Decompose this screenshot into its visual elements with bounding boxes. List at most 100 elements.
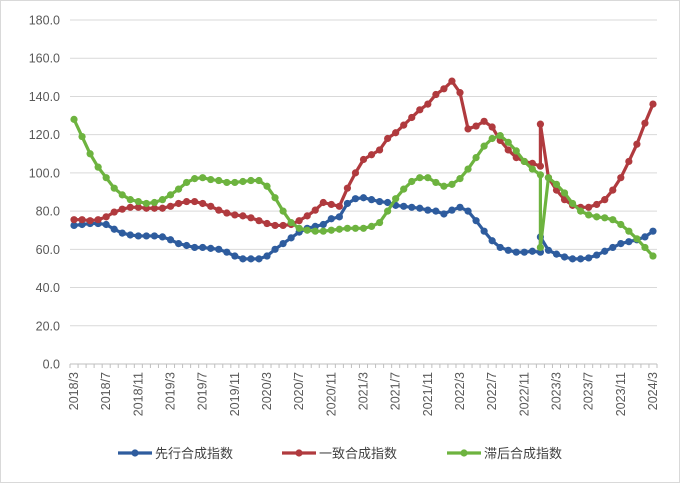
series-1 [70,194,657,263]
data-point [134,232,142,240]
data-point [174,199,183,208]
data-point [78,216,86,224]
y-tick-label: 180.0 [29,14,60,28]
data-point [617,174,625,182]
data-point [512,147,520,155]
data-point [182,178,191,187]
data-point [625,157,633,166]
data-point [488,134,496,143]
data-point [223,178,231,187]
data-point [633,140,641,148]
data-point [215,176,223,185]
x-tick-label: 2019/3 [164,372,178,410]
data-point [110,225,118,233]
legend-swatch-marker [460,449,468,457]
data-point [174,185,183,193]
data-point [295,217,303,225]
data-point [182,241,191,250]
series-line [72,79,655,228]
x-tick-label: 2019/7 [196,372,210,410]
data-point [488,123,496,131]
y-tick-label: 20.0 [36,319,60,333]
series-3 [70,115,657,260]
y-axis-tick-labels: 0.0 20.0 40.0 60.0 80.0 100.0 120.0 140.0 160.0 1… [29,14,60,372]
data-point [641,119,649,127]
legend-label: 先行合成指数 [155,447,233,462]
series-2 [70,77,657,230]
data-point [263,219,271,228]
data-point [166,191,175,199]
data-point [327,200,335,209]
data-point [279,240,287,248]
data-point [375,218,384,227]
data-point [649,252,657,260]
data-point [641,243,649,252]
data-point [70,216,78,224]
data-point [560,253,569,261]
data-point [375,197,384,206]
x-axis: 2018/3 2018/7 2018/11 2019/3 2019/7 2019/11 20… [67,363,660,416]
data-point [279,221,287,230]
data-point [536,243,545,252]
x-tick-label: 2021/11 [421,372,435,416]
gridlines [70,19,657,365]
data-point [432,178,440,187]
data-point [536,120,545,128]
y-tick-label: 60.0 [36,243,60,257]
data-point [520,248,528,256]
data-point [150,198,159,207]
data-point [231,211,239,219]
data-point [400,185,408,193]
data-point [319,220,327,229]
x-tick-label: 2023/7 [582,372,596,410]
data-point [319,227,327,235]
data-point [552,180,561,188]
x-tick-label: 2020/7 [292,372,306,410]
data-point [585,254,593,262]
data-point [440,182,448,190]
data-point [174,240,183,248]
data-point [150,232,159,240]
data-point [247,176,255,185]
data-point [440,85,448,93]
data-point [215,245,223,253]
data-point [601,214,609,222]
data-point [351,169,360,177]
legend-label: 一致合成指数 [319,447,397,462]
data-point [609,243,617,252]
data-point [504,146,512,154]
data-point [424,174,432,182]
legend-item: 滞后合成指数 [447,447,562,462]
data-point [609,216,617,224]
data-point [86,217,94,225]
x-tick-label: 2019/11 [228,372,242,416]
data-point [191,175,199,183]
data-point [472,122,480,130]
y-tick-label: 100.0 [29,166,60,180]
data-point [102,220,110,229]
data-point [456,89,464,97]
data-point [271,245,279,253]
data-point [408,113,416,122]
data-point [223,248,231,256]
x-tick-label: 2023/3 [549,372,563,410]
data-point [335,213,343,221]
data-point [134,197,142,206]
data-point [577,255,585,263]
x-tick-label: 2018/11 [131,372,145,416]
data-point [384,198,392,207]
data-point [110,184,118,192]
data-point [158,233,167,241]
data-point [142,199,150,208]
x-tick-label: 2018/3 [67,372,81,410]
data-point [150,204,159,212]
legend-swatch-marker [295,449,303,457]
data-point [408,177,416,186]
data-point [351,195,360,203]
data-point [544,174,553,182]
data-point [367,151,376,159]
legend-item: 先行合成指数 [118,447,233,462]
data-point [303,226,311,234]
data-point [617,220,625,229]
data-point [585,211,593,219]
